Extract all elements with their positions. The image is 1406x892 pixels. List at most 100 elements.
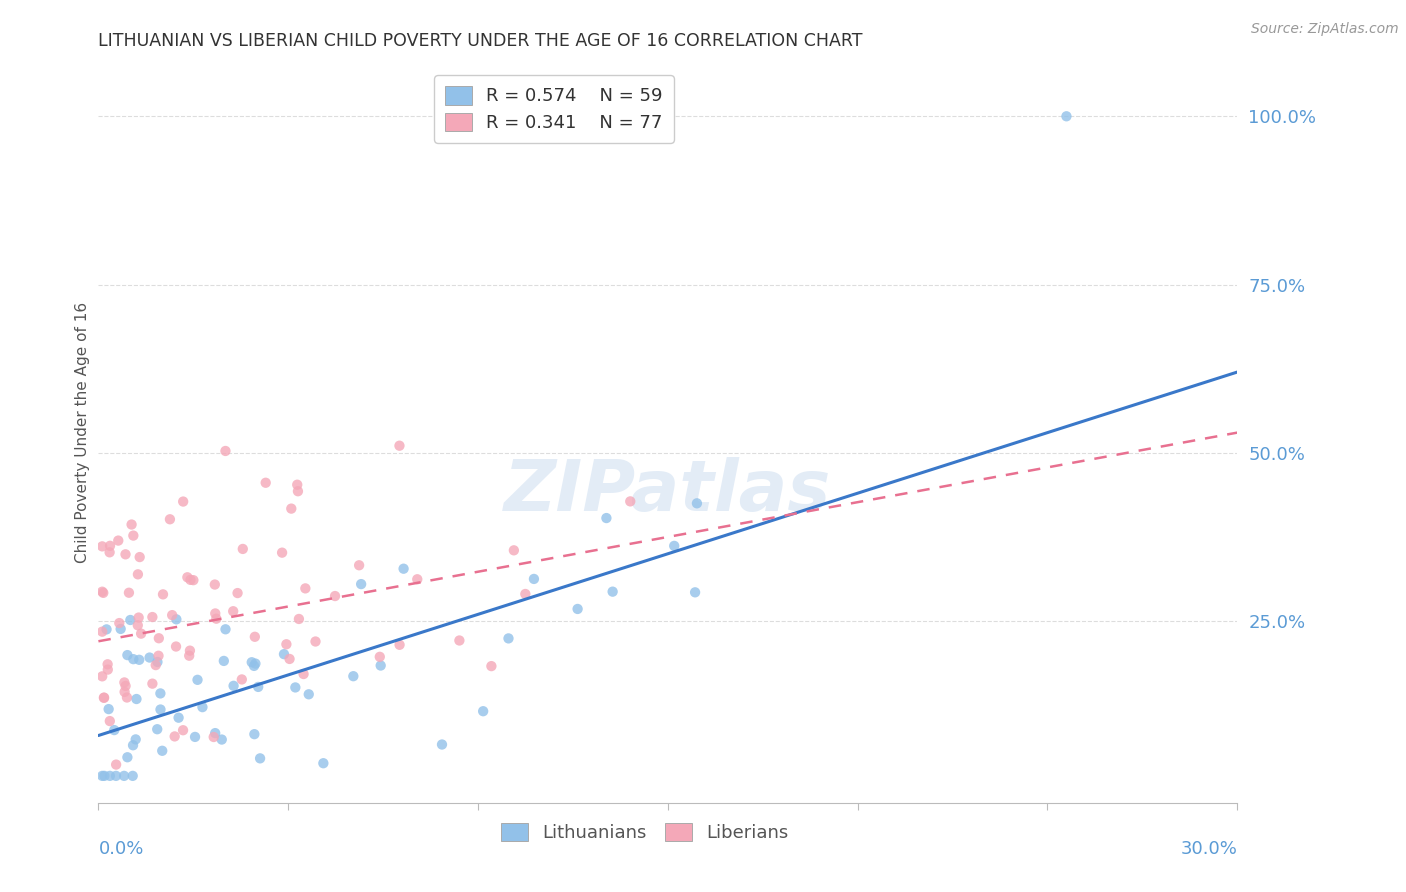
Point bbox=[125, 732, 148, 747]
Point bbox=[222, 679, 245, 693]
Point bbox=[98, 714, 121, 728]
Point bbox=[430, 738, 453, 752]
Point bbox=[298, 687, 321, 701]
Point bbox=[350, 577, 373, 591]
Point bbox=[112, 675, 135, 690]
Point bbox=[148, 648, 170, 663]
Point bbox=[179, 573, 201, 587]
Point bbox=[222, 604, 245, 618]
Point bbox=[226, 586, 249, 600]
Point bbox=[93, 690, 115, 705]
Text: Source: ZipAtlas.com: Source: ZipAtlas.com bbox=[1251, 22, 1399, 37]
Point bbox=[280, 501, 302, 516]
Point bbox=[121, 517, 143, 532]
Point bbox=[179, 648, 201, 663]
Legend: Lithuanians, Liberians: Lithuanians, Liberians bbox=[494, 815, 796, 849]
Point bbox=[388, 638, 411, 652]
Point bbox=[152, 587, 174, 601]
Point bbox=[204, 607, 226, 621]
Point bbox=[273, 647, 295, 661]
Point bbox=[240, 655, 263, 669]
Point bbox=[141, 610, 163, 624]
Point bbox=[128, 653, 150, 667]
Point bbox=[128, 550, 150, 565]
Point bbox=[304, 634, 326, 648]
Point bbox=[98, 539, 121, 553]
Point bbox=[502, 543, 524, 558]
Point bbox=[91, 669, 114, 683]
Point bbox=[91, 769, 114, 783]
Point bbox=[118, 585, 141, 599]
Point bbox=[149, 686, 172, 700]
Point bbox=[664, 539, 686, 553]
Point bbox=[294, 582, 316, 596]
Point bbox=[388, 439, 411, 453]
Point bbox=[145, 658, 167, 673]
Point bbox=[567, 602, 589, 616]
Point bbox=[146, 655, 169, 669]
Point bbox=[127, 567, 149, 582]
Point bbox=[285, 477, 308, 491]
Point bbox=[93, 769, 115, 783]
Point bbox=[97, 702, 120, 716]
Text: ZIPatlas: ZIPatlas bbox=[505, 458, 831, 526]
Point bbox=[104, 769, 127, 783]
Text: 0.0%: 0.0% bbox=[98, 840, 143, 858]
Point bbox=[392, 562, 415, 576]
Point bbox=[191, 700, 214, 714]
Point bbox=[91, 540, 114, 554]
Point bbox=[121, 769, 143, 783]
Point bbox=[342, 669, 364, 683]
Point bbox=[370, 658, 392, 673]
Point bbox=[254, 475, 277, 490]
Point bbox=[115, 690, 138, 705]
Point bbox=[96, 623, 118, 637]
Point bbox=[93, 690, 115, 705]
Point bbox=[176, 570, 198, 584]
Point bbox=[245, 657, 267, 671]
Point bbox=[231, 673, 253, 687]
Point bbox=[683, 585, 706, 599]
Point bbox=[91, 624, 114, 639]
Point bbox=[288, 612, 311, 626]
Point bbox=[202, 730, 225, 744]
Point bbox=[105, 757, 128, 772]
Point bbox=[214, 444, 236, 458]
Point bbox=[167, 711, 190, 725]
Point bbox=[243, 630, 266, 644]
Point bbox=[108, 615, 131, 630]
Point bbox=[368, 649, 391, 664]
Point bbox=[205, 612, 228, 626]
Point bbox=[183, 573, 205, 587]
Point bbox=[232, 541, 254, 556]
Point bbox=[249, 751, 271, 765]
Point bbox=[103, 723, 125, 737]
Point bbox=[204, 726, 226, 740]
Point bbox=[125, 692, 148, 706]
Point bbox=[619, 494, 641, 508]
Point bbox=[184, 730, 207, 744]
Point bbox=[138, 650, 160, 665]
Point bbox=[122, 652, 145, 666]
Point bbox=[595, 511, 617, 525]
Point bbox=[112, 769, 135, 783]
Point bbox=[515, 587, 537, 601]
Point bbox=[243, 727, 266, 741]
Point bbox=[114, 679, 136, 693]
Point bbox=[243, 659, 266, 673]
Point bbox=[91, 586, 114, 600]
Point bbox=[129, 626, 152, 640]
Point bbox=[214, 622, 236, 636]
Point bbox=[150, 744, 173, 758]
Point bbox=[159, 512, 181, 526]
Point bbox=[212, 654, 235, 668]
Point bbox=[686, 496, 709, 510]
Point bbox=[165, 612, 187, 626]
Point bbox=[347, 558, 370, 573]
Point bbox=[172, 494, 194, 508]
Point bbox=[247, 680, 270, 694]
Point bbox=[98, 769, 121, 783]
Point bbox=[479, 659, 502, 673]
Point bbox=[98, 545, 121, 559]
Point bbox=[148, 632, 170, 646]
